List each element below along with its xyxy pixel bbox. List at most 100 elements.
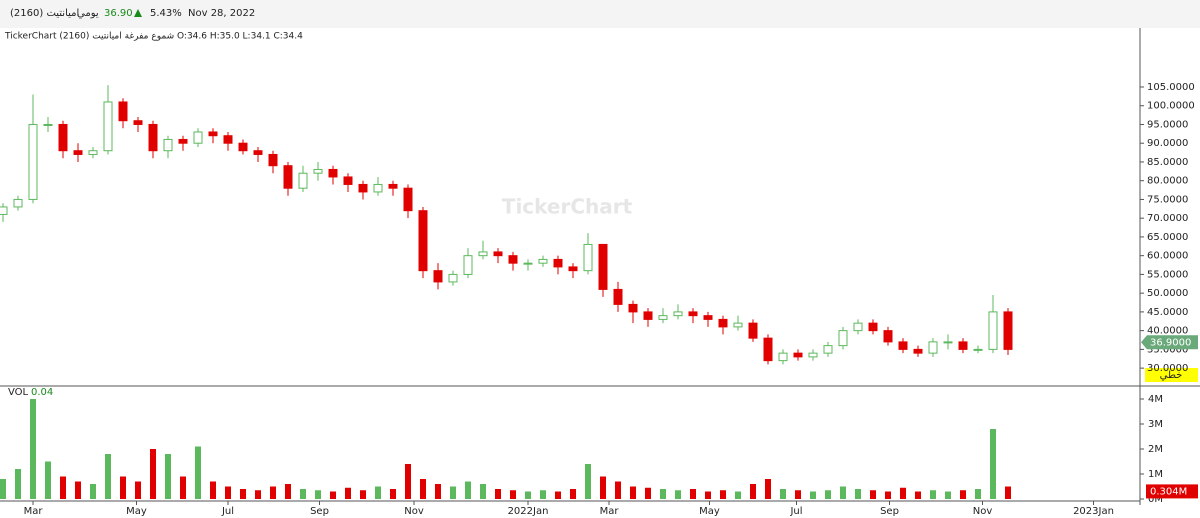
volume-bar	[615, 481, 621, 499]
candle-body	[193, 131, 203, 144]
volume-bar	[525, 491, 531, 499]
volume-bar	[1005, 486, 1011, 499]
volume-bar	[750, 484, 756, 499]
y-tick-label: 105.0000	[1147, 82, 1195, 93]
volume-bar	[375, 486, 381, 499]
y-tick-label: 2M	[1148, 444, 1163, 455]
y-tick-label: 0M	[1148, 494, 1163, 505]
volume-bar	[405, 464, 411, 499]
volume-bar	[630, 486, 636, 499]
last-price-label: 36.9000	[1150, 337, 1191, 348]
candle-body	[898, 341, 908, 350]
candle-body	[508, 255, 518, 264]
volume-bar	[600, 476, 606, 499]
volume-bar	[450, 486, 456, 499]
candle-body	[853, 322, 863, 332]
candle-body	[358, 183, 368, 193]
candle-body	[478, 251, 488, 257]
volume-bar	[300, 489, 306, 499]
volume-bar	[705, 491, 711, 499]
volume-bar	[885, 491, 891, 499]
y-tick-label: 70.0000	[1147, 213, 1188, 224]
volume-bar	[120, 476, 126, 499]
period: يومي	[77, 8, 99, 19]
volume-bar	[150, 449, 156, 499]
volume-bar	[795, 490, 801, 499]
volume-bar	[45, 461, 51, 499]
candle-body	[628, 303, 638, 313]
y-tick-label: 40.0000	[1147, 326, 1188, 337]
candle-body	[598, 243, 608, 290]
volume-bar	[240, 489, 246, 499]
volume-bar	[180, 476, 186, 499]
candle-body	[0, 206, 8, 215]
candle-body	[313, 168, 323, 174]
volume-bar	[390, 489, 396, 499]
candle-body	[403, 187, 413, 212]
candle-body	[28, 123, 38, 200]
mode-button[interactable]	[1145, 368, 1198, 382]
volume-bar	[345, 487, 351, 499]
volume-bar	[315, 490, 321, 499]
watermark: TickerChart	[502, 195, 633, 219]
volume-bar	[210, 481, 216, 499]
volume-bar	[825, 490, 831, 499]
candle-body	[778, 352, 788, 362]
candle-body	[748, 322, 758, 339]
candle-body	[688, 311, 698, 317]
volume-bar	[690, 489, 696, 499]
volume-bar	[480, 484, 486, 499]
candle-body	[373, 183, 383, 193]
x-tick-label: Sep	[880, 506, 899, 517]
last-price-tag	[1141, 335, 1198, 350]
x-tick-label: Sep	[310, 506, 329, 517]
volume-bar	[270, 486, 276, 499]
volume-bar	[780, 489, 786, 499]
candle-body	[838, 330, 848, 347]
volume-bar	[900, 487, 906, 499]
y-tick-label: 3M	[1148, 419, 1163, 430]
candle-body	[343, 176, 353, 185]
volume-bar	[510, 490, 516, 499]
candle-body	[928, 341, 938, 354]
candle-body	[868, 322, 878, 332]
candle-body	[568, 266, 578, 272]
volume-bar	[30, 399, 36, 499]
candle-body	[73, 150, 83, 155]
y-tick-label: 30.0000	[1147, 363, 1188, 374]
x-tick-label: 2022Jan	[508, 506, 549, 517]
mode-button-label[interactable]: خطي	[1160, 370, 1183, 381]
volume-bar	[15, 469, 21, 499]
volume-title: VOL	[8, 387, 29, 398]
volume-bar	[540, 490, 546, 499]
change: 5.43%	[150, 8, 182, 19]
volume-bar	[285, 484, 291, 499]
candle-body	[208, 131, 218, 137]
candle-body	[223, 135, 233, 144]
volume-bar	[0, 479, 6, 499]
last-volume-label: 0.304M	[1150, 486, 1187, 497]
candle-body	[613, 288, 623, 305]
candle-body	[673, 311, 683, 317]
volume-bar	[495, 489, 501, 499]
candle-body	[988, 311, 998, 350]
volume-bar	[990, 429, 996, 499]
volume-bar	[435, 484, 441, 499]
candle-body	[298, 172, 308, 189]
candle-body	[328, 168, 338, 178]
x-tick-label: Mar	[600, 506, 620, 517]
candle-body	[43, 123, 53, 126]
candle-body	[808, 352, 818, 358]
volume-bar	[225, 486, 231, 499]
candle-body	[118, 101, 128, 122]
date: Nov 28, 2022	[188, 8, 255, 19]
candle-body	[463, 255, 473, 275]
y-tick-label: 60.0000	[1147, 251, 1188, 262]
volume-bar	[855, 489, 861, 499]
candle-body	[973, 348, 983, 351]
volume-bar	[420, 479, 426, 499]
y-tick-label: 75.0000	[1147, 194, 1188, 205]
y-tick-label: 1M	[1148, 469, 1163, 480]
y-tick-label: 100.0000	[1147, 101, 1195, 112]
